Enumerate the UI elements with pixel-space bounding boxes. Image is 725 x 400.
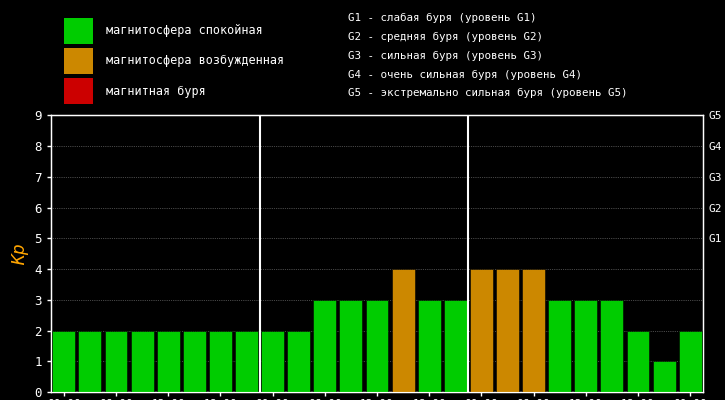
Text: G5 - экстремально сильная буря (уровень G5): G5 - экстремально сильная буря (уровень … xyxy=(347,88,627,98)
Bar xyxy=(626,330,650,392)
Bar xyxy=(652,361,676,392)
Bar xyxy=(548,300,571,392)
Bar xyxy=(679,330,702,392)
Bar xyxy=(287,330,310,392)
Bar xyxy=(365,300,389,392)
Bar xyxy=(78,330,102,392)
Text: магнитная буря: магнитная буря xyxy=(106,84,206,98)
Bar xyxy=(574,300,597,392)
Text: магнитосфера спокойная: магнитосфера спокойная xyxy=(106,24,263,37)
Bar xyxy=(209,330,232,392)
Bar xyxy=(522,269,545,392)
Bar xyxy=(470,269,493,392)
Bar xyxy=(52,330,75,392)
Bar xyxy=(183,330,206,392)
Bar xyxy=(418,300,441,392)
Bar xyxy=(157,330,180,392)
Bar xyxy=(313,300,336,392)
Bar xyxy=(104,330,128,392)
Bar xyxy=(64,18,93,44)
Text: G4 - очень сильная буря (уровень G4): G4 - очень сильная буря (уровень G4) xyxy=(347,69,581,80)
Bar xyxy=(261,330,284,392)
Bar xyxy=(130,330,154,392)
Bar xyxy=(339,300,362,392)
Bar xyxy=(235,330,258,392)
Bar xyxy=(392,269,415,392)
Bar xyxy=(444,300,467,392)
Bar xyxy=(496,269,519,392)
Bar xyxy=(64,78,93,104)
Text: G3 - сильная буря (уровень G3): G3 - сильная буря (уровень G3) xyxy=(347,50,542,61)
Bar xyxy=(600,300,624,392)
Y-axis label: Kp: Kp xyxy=(11,243,29,264)
Text: G1 - слабая буря (уровень G1): G1 - слабая буря (уровень G1) xyxy=(347,13,536,23)
Text: G2 - средняя буря (уровень G2): G2 - средняя буря (уровень G2) xyxy=(347,32,542,42)
Bar xyxy=(64,48,93,74)
Text: магнитосфера возбужденная: магнитосфера возбужденная xyxy=(106,54,284,68)
